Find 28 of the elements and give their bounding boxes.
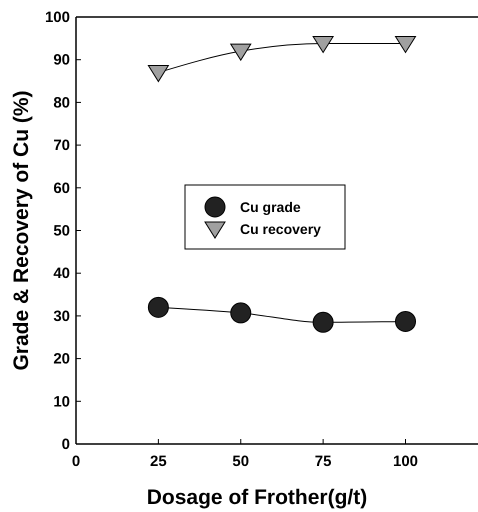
y-tick-label: 90 (53, 52, 70, 69)
point (395, 310, 416, 332)
y-tick-label: 10 (53, 393, 70, 410)
y-axis-title: Grade & Recovery of Cu (%) (10, 90, 33, 371)
y-tick-label: 0 (62, 436, 70, 453)
point (312, 312, 334, 333)
point (395, 36, 416, 53)
x-tick-label: 50 (232, 453, 250, 470)
legend-label: Cu grade (240, 199, 301, 215)
y-tick-label: 100 (44, 9, 70, 26)
y-tick-label: 70 (53, 137, 70, 154)
x-tick-label: 75 (314, 453, 332, 470)
x-axis-title: Dosage of Frother(g/t) (146, 486, 368, 509)
x-tick-label: 100 (392, 453, 418, 470)
y-tick-label: 30 (53, 308, 70, 325)
y-tick-label: 50 (53, 222, 70, 240)
y-tick-label: 60 (53, 180, 70, 197)
y-tick-label: 20 (53, 350, 70, 368)
x-tick-label: 25 (150, 453, 167, 470)
x-tick-label: 0 (72, 453, 80, 470)
point (230, 44, 252, 61)
y-tick-label: 80 (53, 94, 70, 112)
point (148, 296, 169, 318)
point (312, 36, 334, 53)
legend-label: Cu recovery (240, 221, 322, 237)
point (230, 302, 252, 324)
point (148, 65, 169, 82)
y-tick-label: 40 (53, 265, 70, 282)
